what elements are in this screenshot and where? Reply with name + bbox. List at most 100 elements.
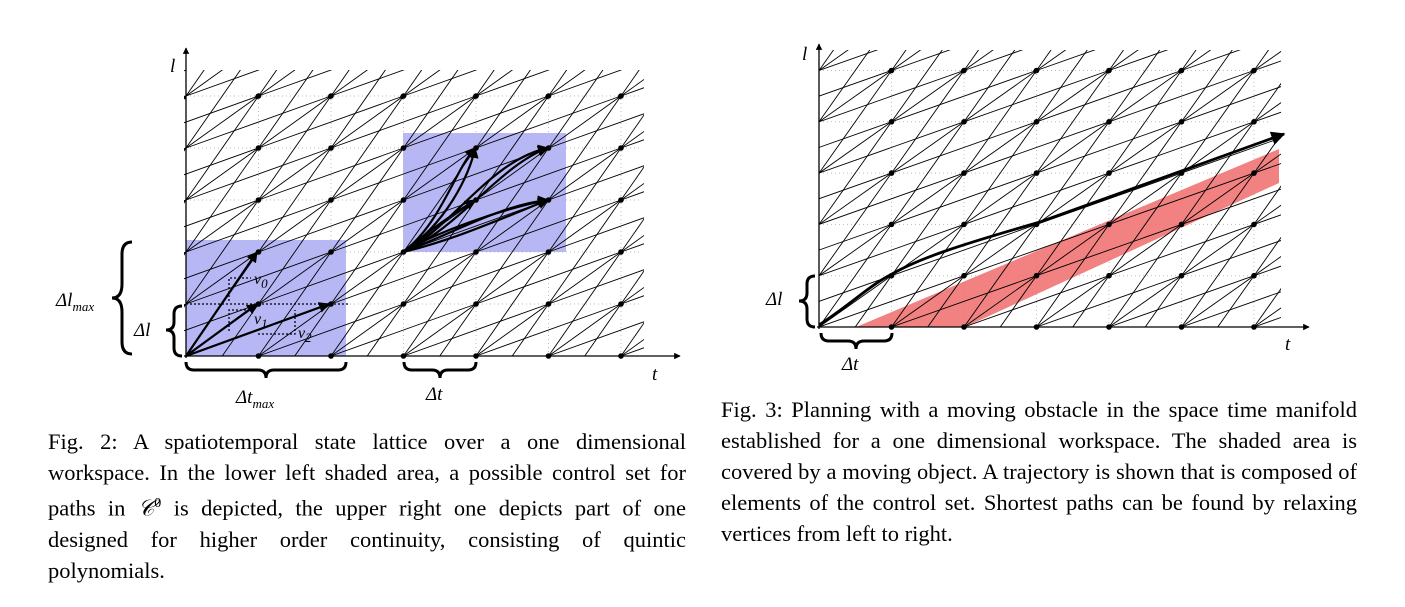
- lattice-edge: [619, 355, 621, 356]
- lattice-edge: [674, 71, 747, 174]
- trajectory: [818, 131, 1286, 327]
- lattice-node: [545, 301, 552, 307]
- lattice-edge: [674, 19, 747, 122]
- horizontal-axis-label: t: [652, 364, 658, 385]
- lattice-edge: [294, 303, 332, 356]
- lattice-node: [1178, 272, 1185, 279]
- lattice-edge: [403, 251, 477, 305]
- lattice-edge: [258, 147, 332, 201]
- lattice-edge: [258, 251, 332, 305]
- lattice-edge: [1036, 172, 1110, 225]
- lattice-edge: [1253, 236, 1281, 276]
- label-v1: v1: [254, 311, 268, 331]
- lattice-node: [618, 93, 624, 99]
- lattice-edge: [819, 70, 892, 174]
- lattice-edge: [819, 50, 849, 71]
- lattice-edge: [41, 356, 114, 408]
- lattice-node: [961, 221, 967, 228]
- vertical-axis-label: l: [170, 56, 175, 77]
- lattice-edge: [1036, 70, 1182, 123]
- lattice-edge: [475, 70, 495, 97]
- lattice-edge: [891, 172, 965, 225]
- lattice-edge: [819, 172, 892, 276]
- lattice-edge: [1252, 326, 1254, 327]
- lattice-node: [1106, 221, 1112, 228]
- lattice-edge: [185, 95, 332, 149]
- lattice-edge: [620, 295, 644, 305]
- lattice-edge: [819, 173, 820, 174]
- lattice-edge: [1108, 50, 1161, 123]
- lattice-edge: [41, 44, 114, 148]
- lattice-edge: [1036, 50, 1096, 71]
- lattice-edge: [1108, 50, 1125, 71]
- lattice-edge: [258, 251, 404, 305]
- lattice-edge: [475, 251, 549, 356]
- lattice-edge: [891, 121, 965, 225]
- brace-delta-t: [819, 332, 894, 350]
- lattice-edge: [819, 121, 820, 123]
- lattice-edge: [1253, 50, 1281, 71]
- lattice-edge: [1180, 326, 1182, 327]
- lattice-edge: [185, 199, 332, 253]
- lattice-node: [328, 197, 334, 203]
- lattice-edge: [1036, 50, 1052, 71]
- lattice-edge: [1036, 121, 1110, 174]
- lattice-edge: [620, 191, 644, 201]
- lattice-edge: [1181, 240, 1281, 277]
- lattice-edge: [620, 270, 644, 305]
- lattice-edge: [963, 50, 1024, 71]
- lattice-edge: [403, 70, 459, 149]
- lattice-edge: [184, 147, 187, 150]
- lattice-edge: [819, 172, 965, 225]
- lattice-node: [1033, 119, 1040, 125]
- lattice-edge: [330, 70, 350, 97]
- label-delta-t-max: Δtmax: [235, 387, 274, 411]
- lattice-edge: [620, 243, 644, 253]
- lattice-edge: [330, 303, 477, 356]
- lattice-edge: [185, 199, 259, 305]
- lattice-edge: [674, 173, 747, 224]
- lattice-edge: [258, 199, 332, 305]
- lattice-edge: [403, 199, 477, 305]
- lattice-edge: [258, 303, 404, 356]
- lattice-edge: [185, 251, 332, 305]
- lattice-edge: [1253, 153, 1281, 174]
- vertical-axis-label: l: [802, 44, 807, 65]
- lattice-edge: [674, 276, 747, 379]
- lattice-grid: [186, 95, 640, 356]
- label-v2: v2: [298, 325, 312, 345]
- lattice-edge: [330, 251, 404, 356]
- lattice-edge: [330, 199, 404, 305]
- lattice-edge: [1253, 185, 1281, 225]
- lattice-edge: [185, 70, 205, 97]
- lattice-edge: [1108, 326, 1109, 327]
- lattice-edge: [185, 95, 259, 201]
- lattice-edge: [548, 251, 622, 305]
- lattice-edge: [620, 355, 621, 356]
- brace-delta-l: [165, 304, 183, 358]
- lattice-edge: [1036, 50, 1067, 71]
- lattice-edge: [258, 199, 404, 253]
- lattice-edge: [1072, 275, 1110, 327]
- lattice-edge: [1181, 188, 1281, 225]
- lattice-edge: [1036, 70, 1110, 174]
- lattice-edge: [1036, 50, 1088, 123]
- lattice-node: [1251, 170, 1257, 176]
- lattice-edge: [819, 172, 892, 200]
- lattice-edge: [330, 95, 477, 149]
- lattice-node: [473, 93, 479, 99]
- lattice-node: [1251, 221, 1257, 228]
- lattice-edge: [674, 71, 747, 122]
- lattice-node: [1251, 67, 1257, 74]
- lattice-edge: [819, 50, 879, 71]
- lattice-edge: [620, 130, 644, 149]
- lattice-edge: [620, 182, 644, 201]
- lattice-edge: [1108, 50, 1169, 71]
- lattice-edge: [819, 121, 892, 225]
- lattice-edge: [891, 50, 943, 123]
- lattice-edge: [330, 70, 369, 97]
- lattice-edge: [475, 251, 622, 305]
- lattice-edge: [963, 223, 1110, 277]
- lattice-edge: [1036, 224, 1110, 277]
